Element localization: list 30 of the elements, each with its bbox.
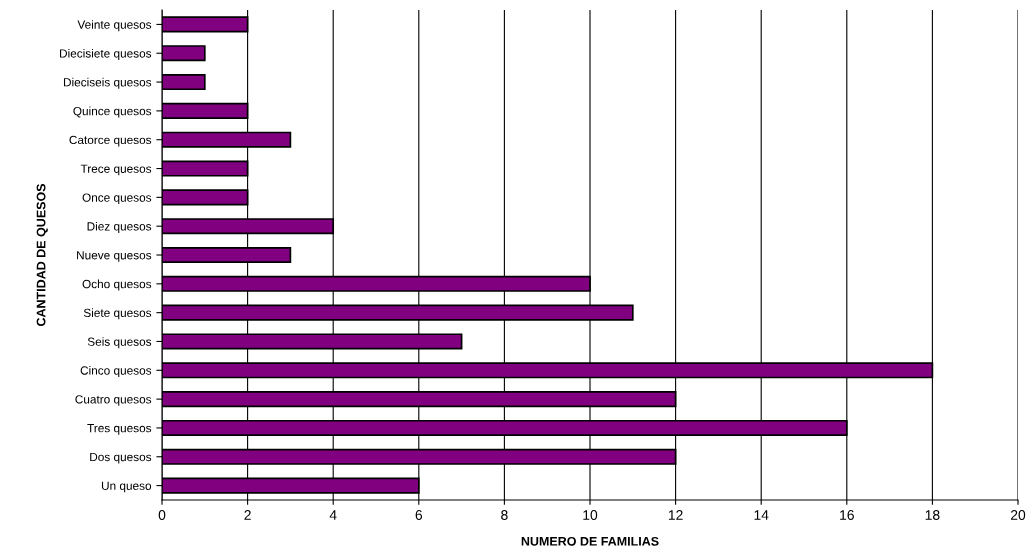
y-tick-label: Veinte quesos bbox=[77, 20, 152, 32]
y-tick-label: Siete quesos bbox=[83, 308, 152, 320]
x-tick-label: 8 bbox=[501, 510, 508, 520]
x-tick-label: 10 bbox=[583, 510, 598, 520]
y-tick-label: Cuatro quesos bbox=[75, 395, 152, 406]
x-tick-label: 20 bbox=[1010, 510, 1026, 520]
x-tick-label: 2 bbox=[244, 510, 251, 520]
y-tick-label: Catorce quesos bbox=[69, 135, 152, 147]
y-tick-label: Nueve quesos bbox=[77, 251, 152, 262]
y-tick-label: Cinco quesos bbox=[80, 366, 152, 378]
y-tick-label: Ocho quesos bbox=[82, 279, 152, 291]
y-tick-label: Dieciseis quesos bbox=[63, 77, 152, 89]
x-tick-label: 16 bbox=[840, 510, 854, 520]
x-tick-label: 6 bbox=[415, 510, 423, 520]
y-tick-label: Diez quesos bbox=[87, 221, 152, 233]
x-tick-label: 18 bbox=[925, 510, 940, 520]
x-axis-title: NUMERO DE FAMILIAS bbox=[521, 536, 659, 546]
y-tick-label: Quince quesos bbox=[73, 106, 152, 118]
y-tick-label: Tres quesos bbox=[87, 424, 152, 435]
y-axis-title: CANTIDAD DE QUESOS bbox=[36, 183, 48, 327]
y-tick-label: Dos quesos bbox=[90, 452, 152, 464]
x-tick-label: 12 bbox=[668, 510, 683, 520]
x-tick-label: 0 bbox=[158, 510, 166, 520]
x-tick-label: 4 bbox=[329, 510, 337, 520]
y-tick-label: Seis quesos bbox=[87, 337, 152, 349]
x-tick-label: 14 bbox=[754, 510, 769, 520]
y-tick-label: Trece quesos bbox=[80, 164, 152, 176]
y-tick-label: Once quesos bbox=[82, 193, 152, 205]
y-tick-label: Un queso bbox=[101, 481, 152, 493]
y-tick-label: Diecisiete quesos bbox=[60, 48, 152, 60]
